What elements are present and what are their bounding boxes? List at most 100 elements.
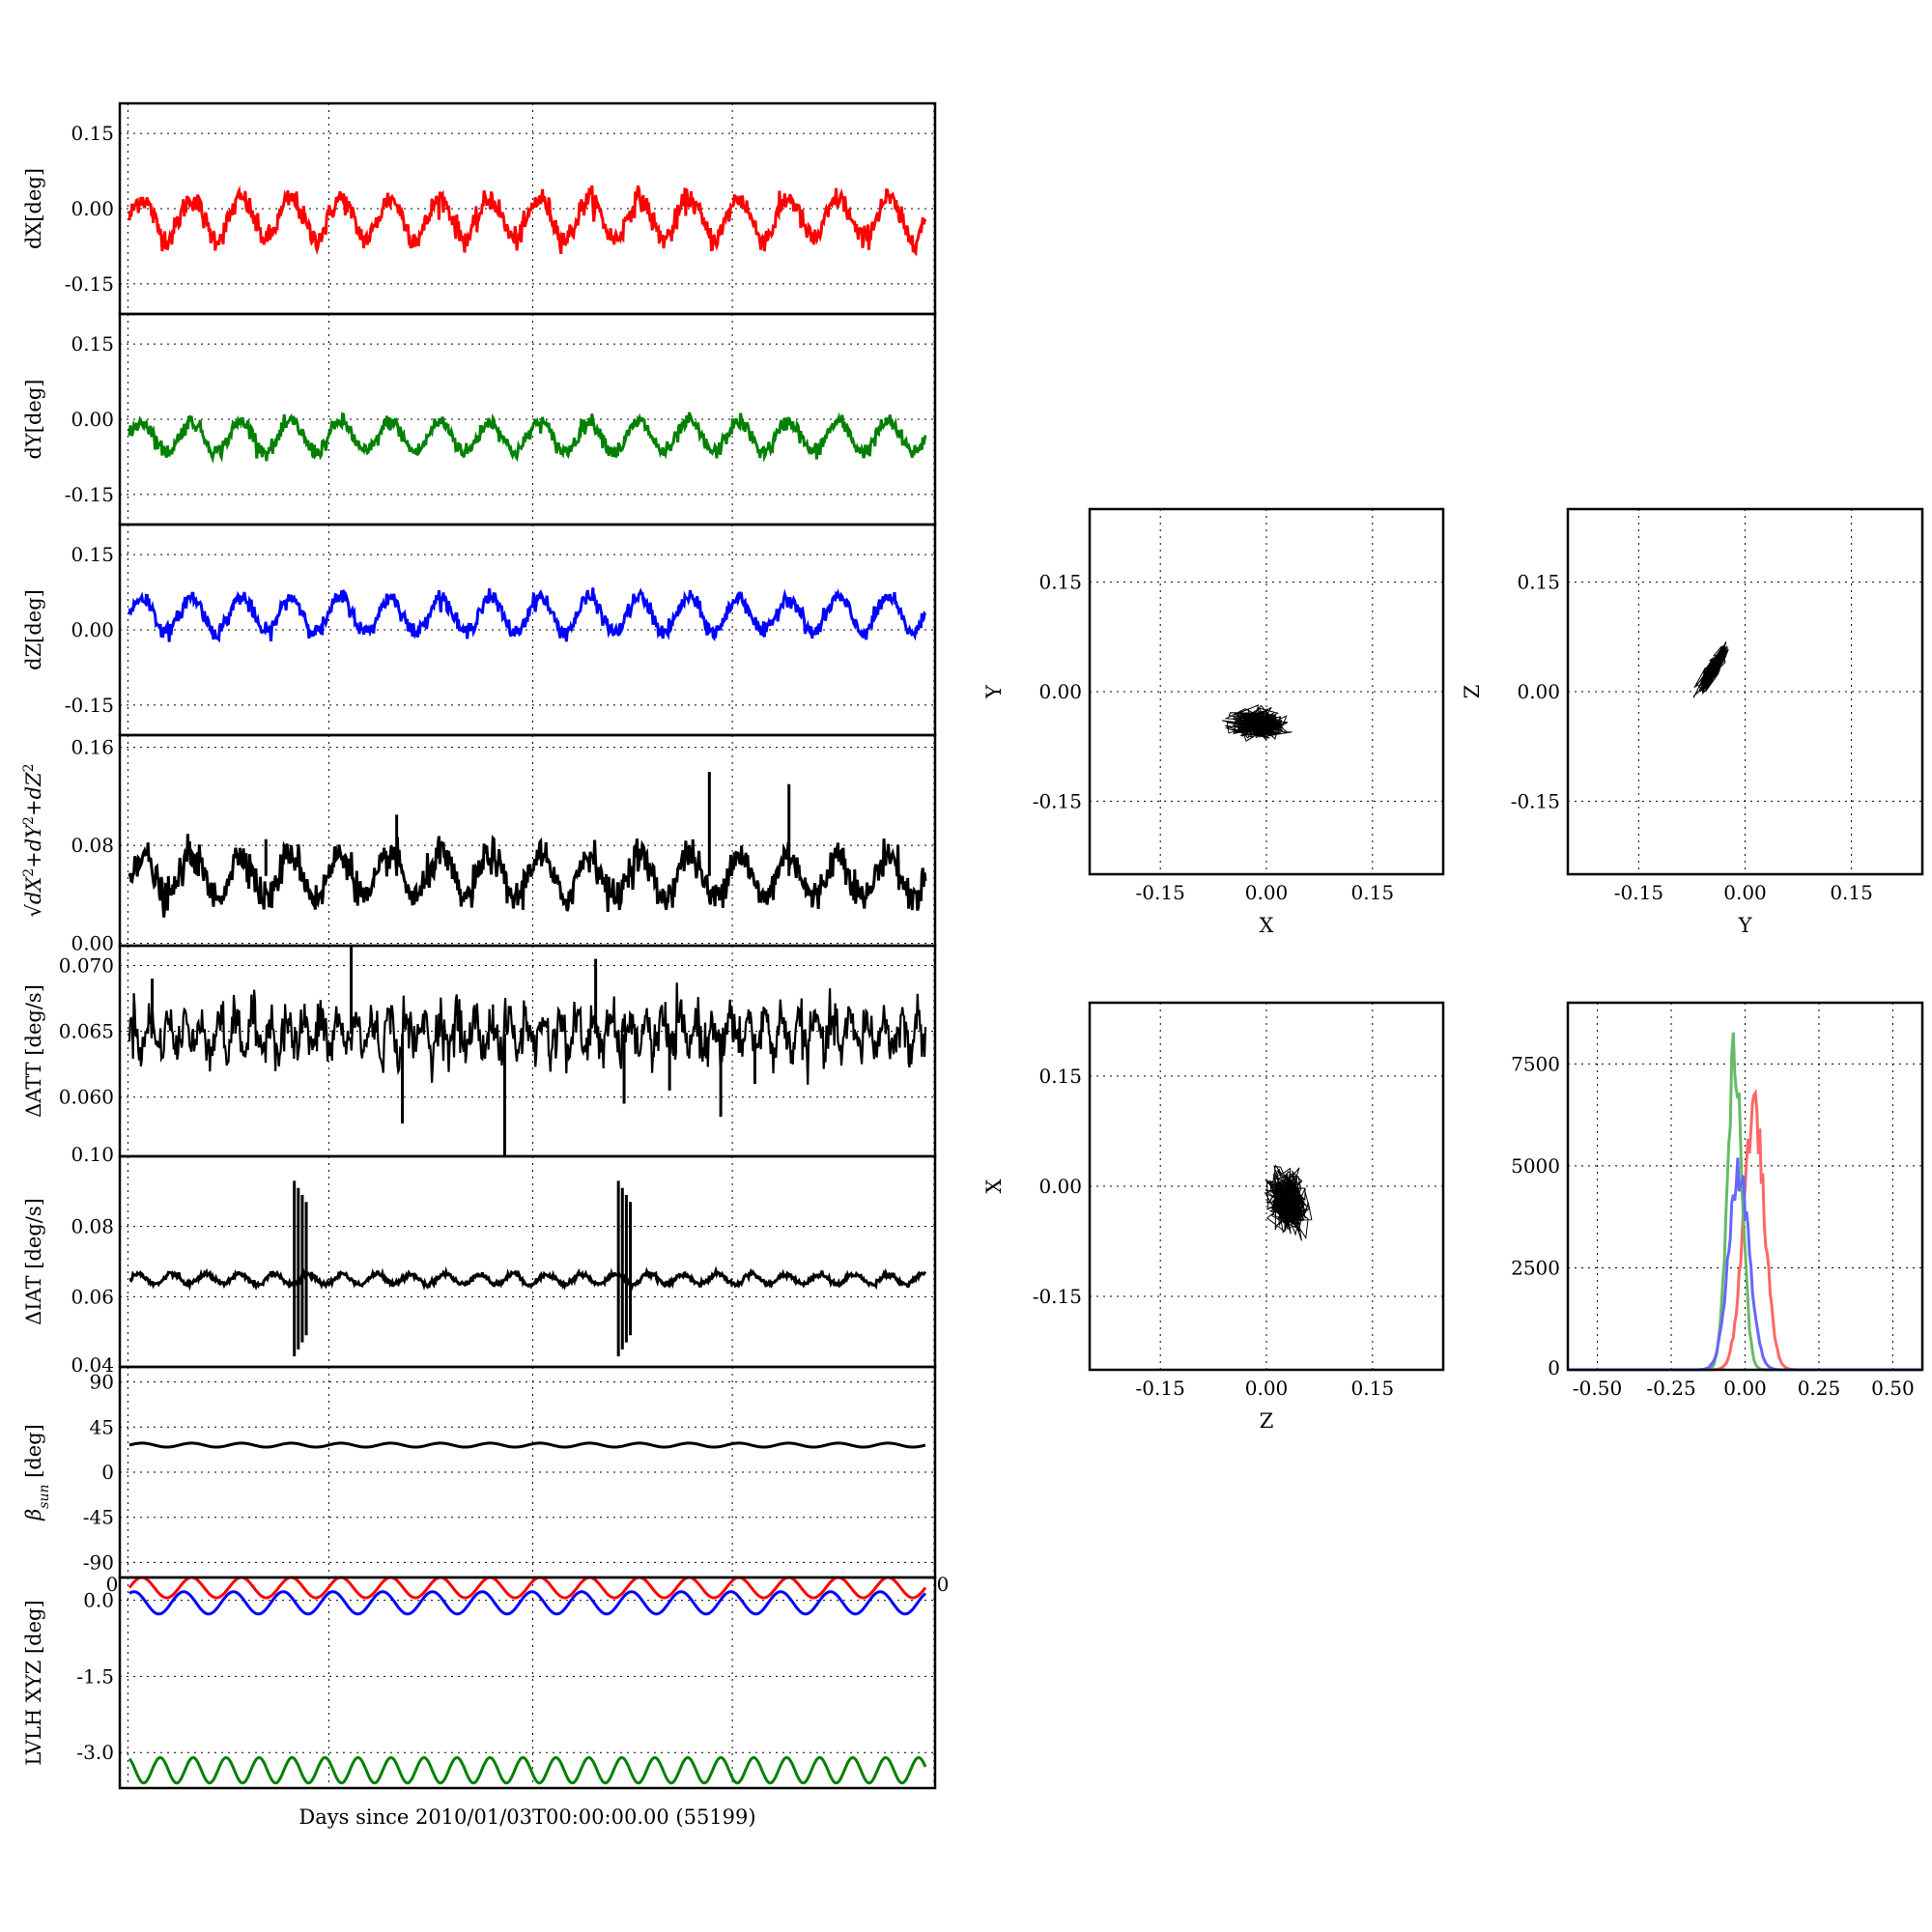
y-tick-label: 0.04 xyxy=(71,1353,114,1377)
panel-frame xyxy=(1088,507,1445,876)
y-axis-label: ΔATT [deg/s] xyxy=(22,984,45,1118)
x-tick-label: -0.25 xyxy=(1646,1377,1695,1400)
y-tick-label: 0.065 xyxy=(59,1020,114,1043)
y-tick-label: 0 xyxy=(1548,1356,1560,1379)
y-axis-label: √dX2+dY2+dZ2 xyxy=(21,763,45,917)
x-tick-label: 0.00 xyxy=(1723,881,1767,904)
series-line xyxy=(128,982,927,1085)
y-axis-label: Z xyxy=(1461,685,1484,699)
scatter-trace xyxy=(1221,704,1293,742)
panel-norm: 0.16 0.08 0.00 √dX2+dY2+dZ2 xyxy=(21,733,937,954)
panel-frame xyxy=(1566,507,1924,876)
x-tick-label: 0.00 xyxy=(1723,1377,1767,1400)
y-tick-label: 0.15 xyxy=(71,122,114,145)
y-tick-label: 0.00 xyxy=(71,408,114,431)
y-axis-label: dY[deg] xyxy=(22,379,45,459)
series-line xyxy=(128,587,927,643)
y-tick-label: 0.00 xyxy=(1038,680,1082,703)
panel-datt: 0.070 0.065 0.060 0.10 ΔATT [deg/s] xyxy=(22,944,937,1166)
x-tick-label: -0.15 xyxy=(1136,881,1185,904)
series-line xyxy=(128,412,927,465)
x-tick-label: 0.00 xyxy=(1245,1377,1289,1400)
y-axis-label: X xyxy=(982,1179,1006,1193)
histogram-panel: -0.50 -0.25 0.00 0.25 0.50 7500 5000 2500 0 xyxy=(1511,1001,1924,1400)
scatter-xy: -0.15 0.15 0.00 0.00 0.15 -0.15 X Y xyxy=(982,507,1445,937)
y-tick-label: 90 xyxy=(90,1371,114,1394)
y-tick-label: -0.15 xyxy=(1033,1285,1082,1308)
y-tick-label: -0.15 xyxy=(65,694,114,717)
x-axis-label: Y xyxy=(1738,914,1753,937)
y-axis-label: ΔIAT [deg/s] xyxy=(22,1198,45,1325)
scatter-zx: -0.15 0.15 0.00 0.00 0.15 -0.15 Z X xyxy=(982,1001,1445,1433)
y-tick-label: 0.16 xyxy=(71,736,114,759)
series-line xyxy=(128,1590,926,1616)
y-tick-label: 0.0 xyxy=(83,1589,114,1612)
x-axis-label: Days since 2010/01/03T00:00:00.00 (55199… xyxy=(298,1805,755,1829)
time-series-panels: 0.150.00-0.15dX[deg]0.150.00-0.15dY[deg]… xyxy=(21,101,950,1790)
y-tick-label: -0.15 xyxy=(65,272,114,296)
y-tick-label: -3.0 xyxy=(76,1741,114,1764)
series-line xyxy=(128,1265,927,1292)
y-tick-label: 0.00 xyxy=(71,931,114,954)
scatter-trace xyxy=(1692,641,1729,699)
y-tick-label: 0.08 xyxy=(71,1215,114,1238)
y-axis-label: Y xyxy=(982,684,1006,699)
y-tick-label: 5000 xyxy=(1511,1154,1560,1178)
y-tick-label: 2500 xyxy=(1511,1256,1560,1279)
scatter-panels: -0.15 0.15 0.00 0.00 0.15 -0.15 X Y -0.15 0.15 0.0… xyxy=(982,507,1924,1433)
y-tick-label: 0.15 xyxy=(71,543,114,566)
x-tick-label: -0.15 xyxy=(1614,881,1663,904)
y-tick-label: 0.15 xyxy=(71,332,114,355)
y-axis-label: dZ[deg] xyxy=(22,589,45,670)
series-line xyxy=(128,1441,926,1449)
y-tick-label: 0 xyxy=(101,1461,114,1484)
panel-dy: 0.15 0.00 -0.15 dY[deg] xyxy=(22,312,937,526)
x-tick-label: 0.00 xyxy=(1245,881,1289,904)
y-tick-label: -0.15 xyxy=(1033,789,1082,812)
corner-label: 0 xyxy=(937,1573,950,1596)
y-tick-label: -0.15 xyxy=(1511,789,1560,812)
y-axis-label: LVLH XYZ [deg] xyxy=(22,1600,45,1765)
x-tick-label: 0.25 xyxy=(1798,1377,1841,1400)
y-tick-label: 0.060 xyxy=(59,1086,114,1109)
panel-lvlh: 0.0 -1.5 -3.0 LVLH XYZ [deg] 0 0 xyxy=(22,1573,950,1790)
scatter-trace xyxy=(1264,1164,1313,1241)
y-tick-label: 0.070 xyxy=(59,953,114,977)
y-axis-label: dX[deg] xyxy=(22,168,45,249)
panel-frame xyxy=(1566,1001,1924,1372)
y-tick-label: 0.15 xyxy=(1038,1065,1082,1088)
x-tick-label: 0.15 xyxy=(1351,881,1395,904)
series-line xyxy=(128,185,927,257)
y-tick-label: 0.00 xyxy=(71,618,114,641)
y-tick-label: 7500 xyxy=(1511,1052,1560,1075)
series-line xyxy=(128,1755,927,1785)
x-tick-label: -0.15 xyxy=(1136,1377,1185,1400)
y-tick-label: -0.15 xyxy=(65,483,114,506)
x-tick-label: 0.50 xyxy=(1871,1377,1915,1400)
panel-frame xyxy=(118,733,937,948)
y-tick-label: 0.06 xyxy=(71,1285,114,1308)
y-tick-label: -90 xyxy=(83,1550,114,1574)
x-axis-label: Z xyxy=(1260,1409,1274,1433)
y-tick-label: 0.10 xyxy=(71,1143,114,1166)
scatter-yz: -0.15 0.15 0.00 0.00 0.15 -0.15 Y Z xyxy=(1461,507,1924,937)
panel-frame xyxy=(1088,1001,1445,1372)
series-line xyxy=(128,1576,927,1600)
x-tick-label: -0.50 xyxy=(1573,1377,1622,1400)
y-tick-label: 0.08 xyxy=(71,834,114,857)
x-tick-label: 0.15 xyxy=(1830,881,1873,904)
panel-beta: 90 45 0 -45 -90 βsun [deg] xyxy=(22,1365,937,1579)
y-tick-label: -1.5 xyxy=(76,1664,114,1688)
panel-diat: 0.08 0.06 0.04 ΔIAT [deg/s] xyxy=(22,1154,937,1377)
y-tick-label: 0.15 xyxy=(1517,571,1560,594)
y-tick-label: 0.00 xyxy=(1517,680,1560,703)
y-tick-label: 0.00 xyxy=(1038,1175,1082,1198)
panel-frame xyxy=(118,1576,937,1790)
series-line xyxy=(128,834,927,918)
x-tick-label: 0.15 xyxy=(1351,1377,1395,1400)
panel-dz: 0.15 0.00 -0.15 dZ[deg] xyxy=(22,523,937,737)
y-tick-label: 0.00 xyxy=(71,197,114,220)
y-tick-label: 45 xyxy=(90,1415,114,1438)
y-tick-label: 0.15 xyxy=(1038,571,1082,594)
